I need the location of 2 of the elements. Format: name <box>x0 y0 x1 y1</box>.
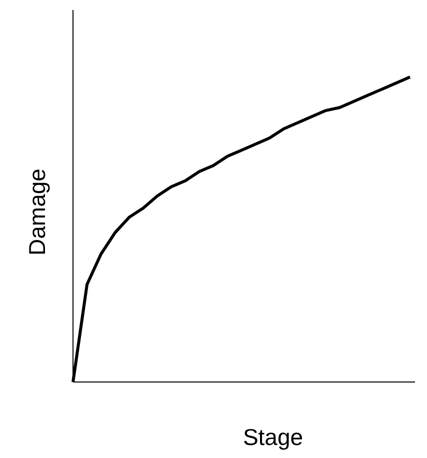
y-axis-title: Damage <box>24 168 50 256</box>
x-axis-title: Stage <box>242 424 304 450</box>
